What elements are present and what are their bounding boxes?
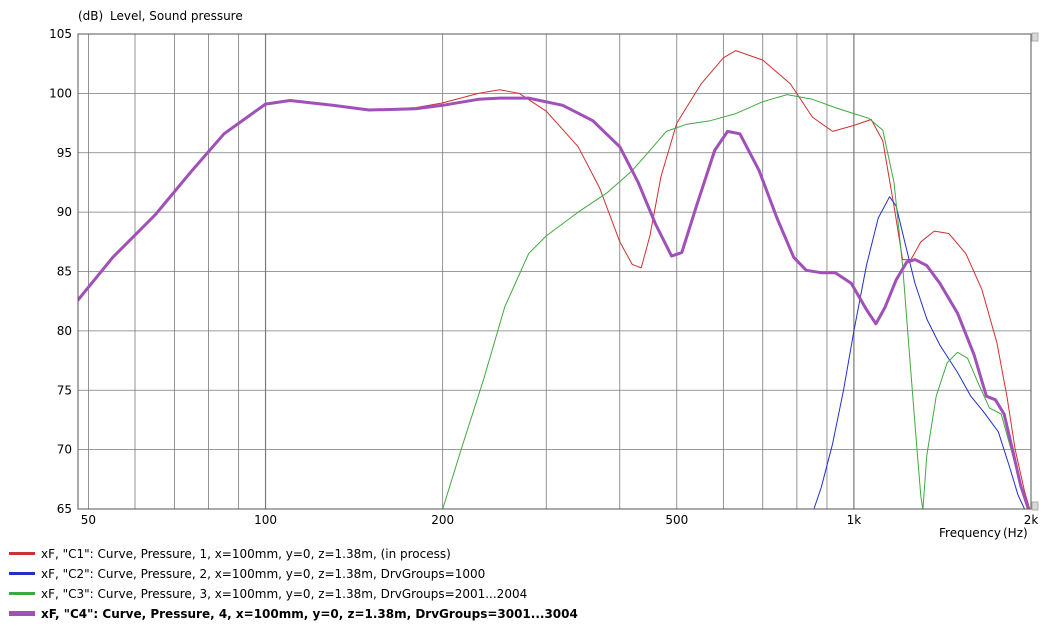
frequency-response-chart: (dB) Level, Sound pressure 65 70 75 80 85 90 9…	[49, 9, 1039, 540]
legend-label: xF, "C4": Curve, Pressure, 4, x=100mm, y…	[41, 607, 578, 621]
plot-frame	[77, 33, 1032, 510]
y-tick-label: 100	[49, 86, 72, 100]
legend-item-c3[interactable]: xF, "C3": Curve, Pressure, 3, x=100mm, y…	[0, 584, 1057, 604]
series-line-c4	[78, 96, 1030, 509]
y-axis-title: Level, Sound pressure	[110, 9, 243, 23]
legend-label: xF, "C1": Curve, Pressure, 1, x=100mm, y…	[41, 547, 451, 561]
x-tick-label: 500	[665, 513, 688, 527]
x-unit-label: (Hz)	[1003, 526, 1028, 540]
legend-item-c2[interactable]: xF, "C2": Curve, Pressure, 2, x=100mm, y…	[0, 564, 1057, 584]
y-tick-label: 75	[57, 383, 72, 397]
x-tick-label: 2k	[1024, 513, 1039, 527]
x-tick-label: 100	[254, 513, 277, 527]
x-tick-label: 200	[431, 513, 454, 527]
series-line-c1	[78, 50, 1031, 509]
y-tick-label: 95	[57, 146, 72, 160]
legend-label: xF, "C2": Curve, Pressure, 2, x=100mm, y…	[41, 567, 486, 581]
y-tick-label: 80	[57, 324, 72, 338]
legend-swatch	[9, 552, 35, 555]
legend: xF, "C1": Curve, Pressure, 1, x=100mm, y…	[0, 544, 1057, 624]
y-tick-label: 85	[57, 265, 72, 279]
legend-label: xF, "C3": Curve, Pressure, 3, x=100mm, y…	[41, 587, 528, 601]
x-tick-label: 1k	[847, 513, 862, 527]
legend-swatch	[9, 572, 35, 575]
legend-item-c1[interactable]: xF, "C1": Curve, Pressure, 1, x=100mm, y…	[0, 544, 1057, 564]
y-tick-label: 90	[57, 205, 72, 219]
legend-swatch	[9, 592, 35, 595]
x-tick-label: 50	[81, 513, 96, 527]
grid	[78, 34, 1031, 509]
y-range-handle-top	[1031, 32, 1039, 42]
y-unit-label: (dB)	[78, 9, 103, 23]
y-tick-label: 105	[49, 27, 72, 41]
y-range-handle-bottom	[1031, 501, 1039, 511]
series-lines	[78, 50, 1031, 509]
x-axis-title: Frequency	[939, 526, 1001, 540]
series-line-c3	[442, 94, 1029, 509]
axes: 65 70 75 80 85 90 95 100 105 50 100 200 500 1k 2k	[49, 27, 1039, 527]
y-tick-label: 70	[57, 443, 72, 457]
series-line-c2	[813, 196, 1025, 509]
chart-area: (dB) Level, Sound pressure 65 70 75 80 85 90 9…	[49, 9, 1039, 540]
legend-item-c4[interactable]: xF, "C4": Curve, Pressure, 4, x=100mm, y…	[0, 604, 1057, 624]
y-tick-label: 65	[57, 502, 72, 516]
legend-swatch	[9, 611, 35, 616]
